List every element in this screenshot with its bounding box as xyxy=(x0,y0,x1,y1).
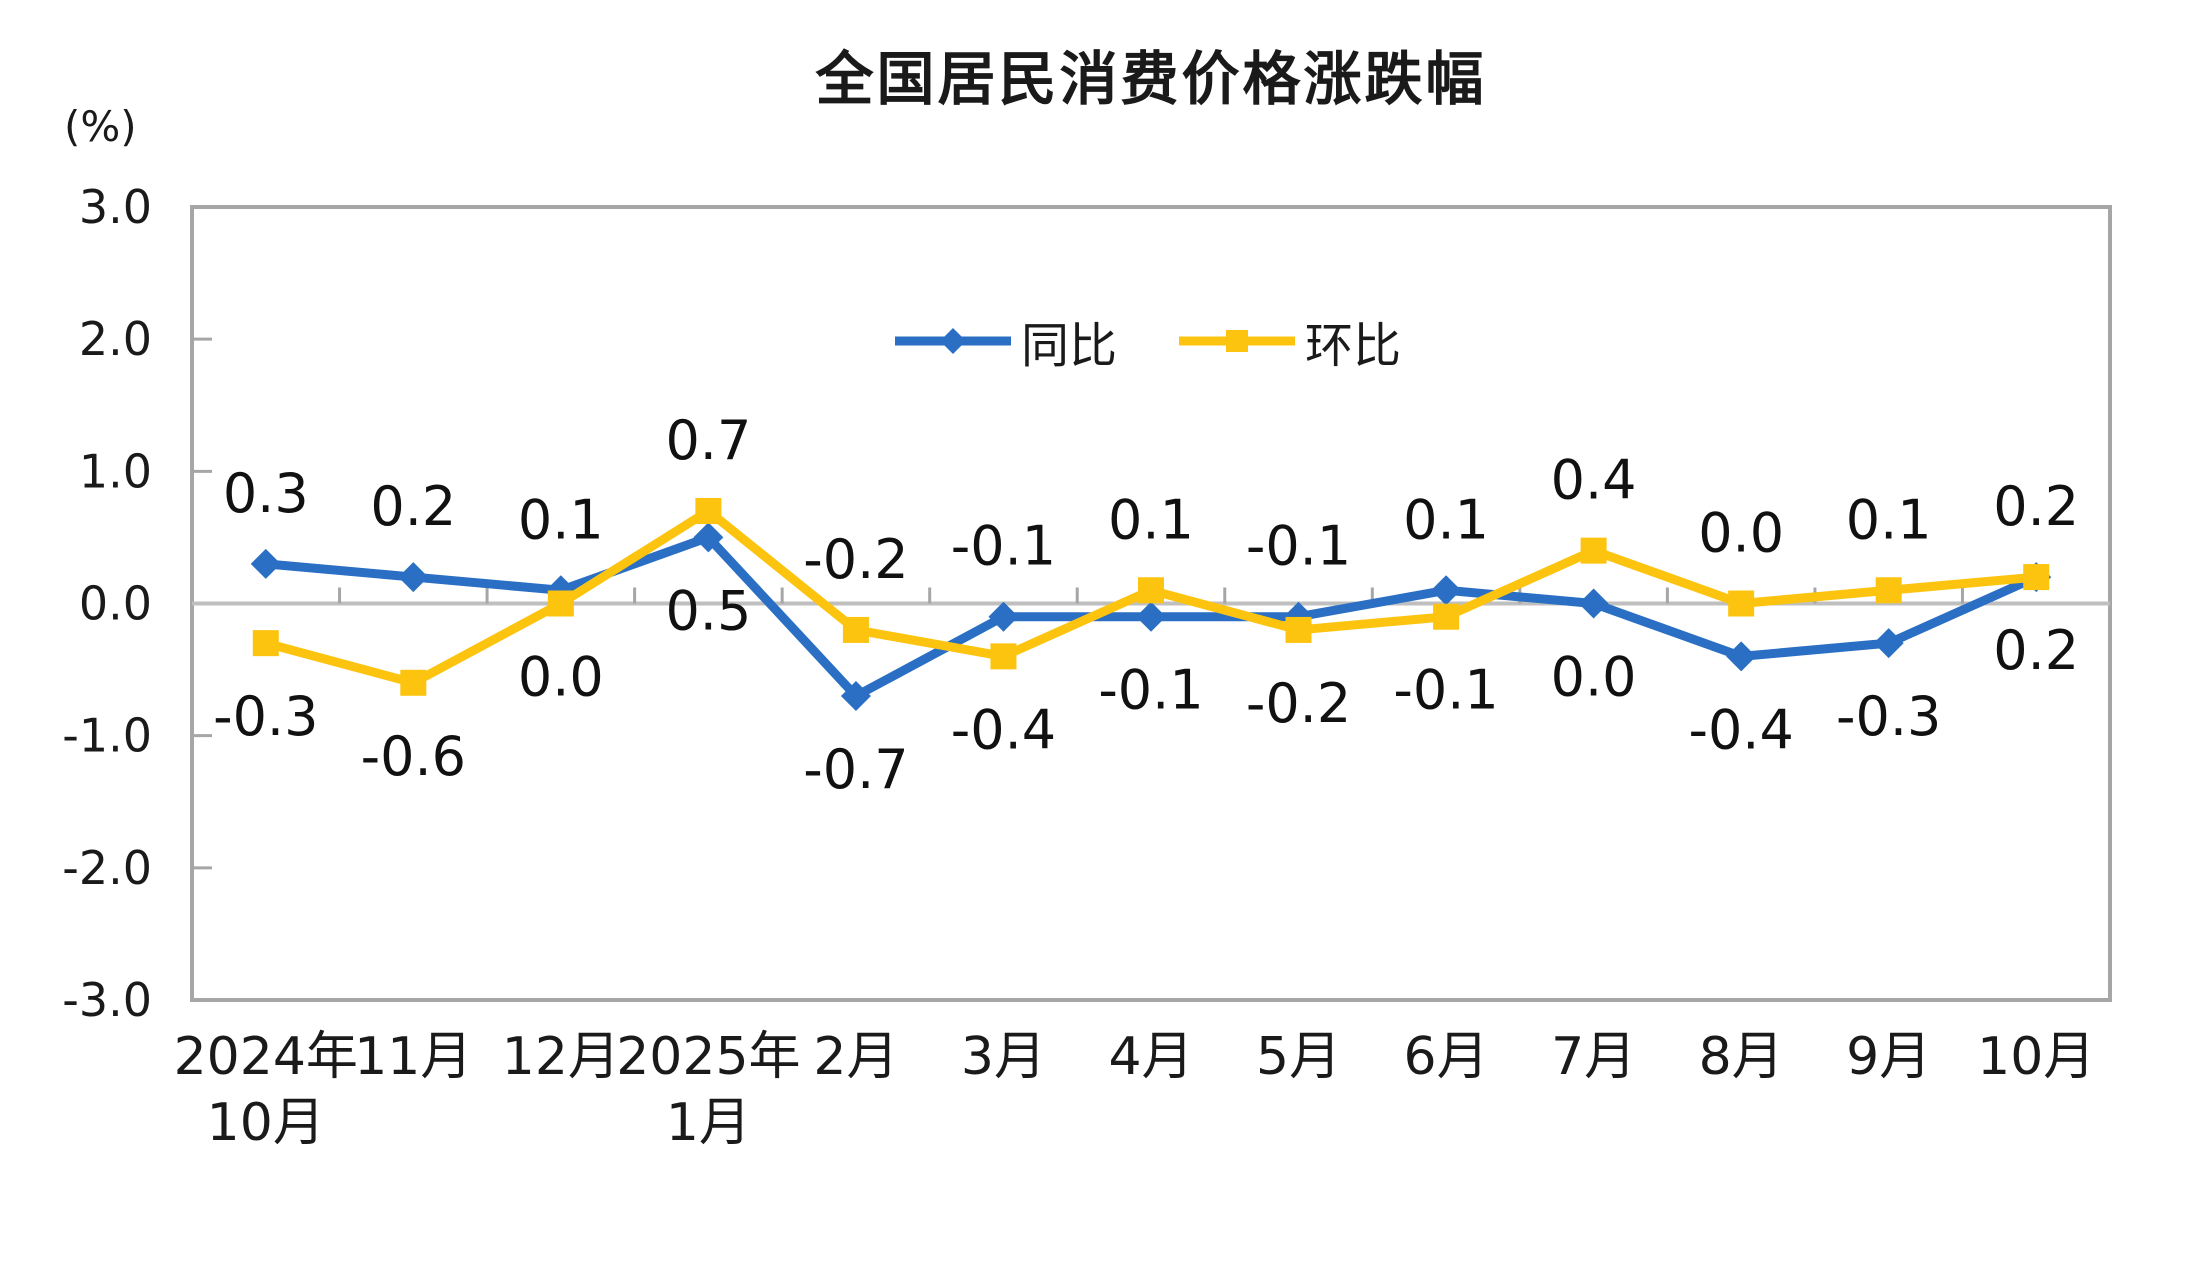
data-label: -0.2 xyxy=(803,528,908,591)
x-axis-label: 9月 xyxy=(1846,1027,1931,1087)
y-axis-tick-label: 3.0 xyxy=(79,180,152,234)
y-axis-tick-label: 0.0 xyxy=(79,577,152,631)
x-axis-label: 7月 xyxy=(1551,1027,1636,1087)
data-point-square-marker xyxy=(1138,577,1164,604)
square-marker-icon xyxy=(1226,330,1249,352)
data-point-square-marker xyxy=(547,590,574,617)
data-point-diamond-marker xyxy=(1578,588,1609,619)
legend-item-huanbi: 环比 xyxy=(1177,306,1401,376)
data-label: -0.1 xyxy=(1098,659,1203,722)
data-label: 0.7 xyxy=(665,409,751,472)
data-label: 0.1 xyxy=(518,488,604,551)
data-label: 0.0 xyxy=(1698,502,1784,565)
data-label: -0.7 xyxy=(803,738,908,801)
y-axis-tick-label: 1.0 xyxy=(79,444,152,498)
data-label: 0.0 xyxy=(518,646,604,709)
data-label: 0.1 xyxy=(1403,488,1489,551)
chart-title: 全国居民消费价格涨跌幅 xyxy=(815,45,1487,113)
data-label: 0.1 xyxy=(1846,488,1932,551)
x-axis-label: 10月 xyxy=(1977,1027,2095,1087)
data-point-diamond-marker xyxy=(840,681,871,712)
x-axis-label: 2024年 xyxy=(174,1027,358,1087)
x-axis-label: 1月 xyxy=(666,1093,751,1153)
data-label: 0.1 xyxy=(1108,488,1194,551)
data-label: -0.2 xyxy=(1246,672,1351,735)
data-label: -0.1 xyxy=(1246,515,1351,578)
data-point-diamond-marker xyxy=(1136,601,1166,632)
data-point-square-marker xyxy=(252,630,279,657)
data-label: 0.3 xyxy=(223,462,309,525)
x-axis-label: 2025年 xyxy=(616,1027,800,1087)
x-axis-label: 11月 xyxy=(354,1027,472,1087)
x-axis-label: 5月 xyxy=(1256,1027,1341,1087)
data-label: 0.5 xyxy=(665,579,751,642)
legend-sample-tongbi xyxy=(895,328,1011,354)
data-point-diamond-marker xyxy=(1726,641,1757,672)
data-label: 0.2 xyxy=(1993,619,2079,682)
y-axis-tick-label: -3.0 xyxy=(62,973,152,1027)
y-axis-unit-label: (%) xyxy=(64,102,137,151)
y-axis-tick-label: -1.0 xyxy=(62,709,152,763)
legend-label-huanbi: 环比 xyxy=(1305,318,1402,374)
data-point-square-marker xyxy=(695,497,722,524)
data-point-diamond-marker xyxy=(693,522,724,553)
data-point-square-marker xyxy=(1285,616,1312,643)
data-label: -0.4 xyxy=(1688,698,1793,761)
x-axis-label: 8月 xyxy=(1699,1027,1784,1087)
x-axis-label: 4月 xyxy=(1108,1027,1193,1087)
x-axis-label: 10月 xyxy=(207,1093,325,1153)
x-axis-label: 6月 xyxy=(1404,1027,1489,1087)
x-axis-label: 3月 xyxy=(961,1027,1046,1087)
data-point-square-marker xyxy=(990,643,1017,670)
data-point-square-marker xyxy=(400,669,427,696)
data-point-diamond-marker xyxy=(988,601,1019,632)
data-label: 0.2 xyxy=(370,475,456,538)
data-point-square-marker xyxy=(842,616,869,643)
x-axis-label: 12月 xyxy=(502,1027,620,1087)
legend-item-tongbi: 同比 xyxy=(893,306,1117,376)
data-label: -0.4 xyxy=(951,698,1056,761)
data-label: -0.3 xyxy=(213,685,318,748)
data-point-square-marker xyxy=(2023,564,2050,591)
y-axis-tick-label: -2.0 xyxy=(62,841,152,895)
data-label: -0.3 xyxy=(1836,685,1941,748)
x-axis-label: 2月 xyxy=(813,1027,898,1087)
data-point-diamond-marker xyxy=(250,548,281,579)
data-point-square-marker xyxy=(1433,603,1460,630)
legend-label-tongbi: 同比 xyxy=(1021,318,1118,374)
legend-sample-huanbi xyxy=(1179,330,1296,352)
data-label: 0.2 xyxy=(1993,475,2079,538)
data-point-diamond-marker xyxy=(398,562,429,593)
data-label: 0.0 xyxy=(1551,646,1637,709)
data-point-square-marker xyxy=(1875,577,1902,604)
data-point-square-marker xyxy=(1580,537,1607,564)
data-label: 0.4 xyxy=(1551,449,1637,512)
data-point-diamond-marker xyxy=(1873,628,1904,659)
data-point-diamond-marker xyxy=(1431,575,1462,606)
data-label: -0.6 xyxy=(361,725,466,788)
data-label: -0.1 xyxy=(1393,659,1498,722)
y-axis-tick-label: 2.0 xyxy=(79,312,152,366)
data-label: -0.1 xyxy=(951,515,1056,578)
data-point-square-marker xyxy=(1728,590,1755,617)
diamond-marker-icon xyxy=(940,328,966,354)
legend: 同比 环比 xyxy=(893,306,1401,376)
